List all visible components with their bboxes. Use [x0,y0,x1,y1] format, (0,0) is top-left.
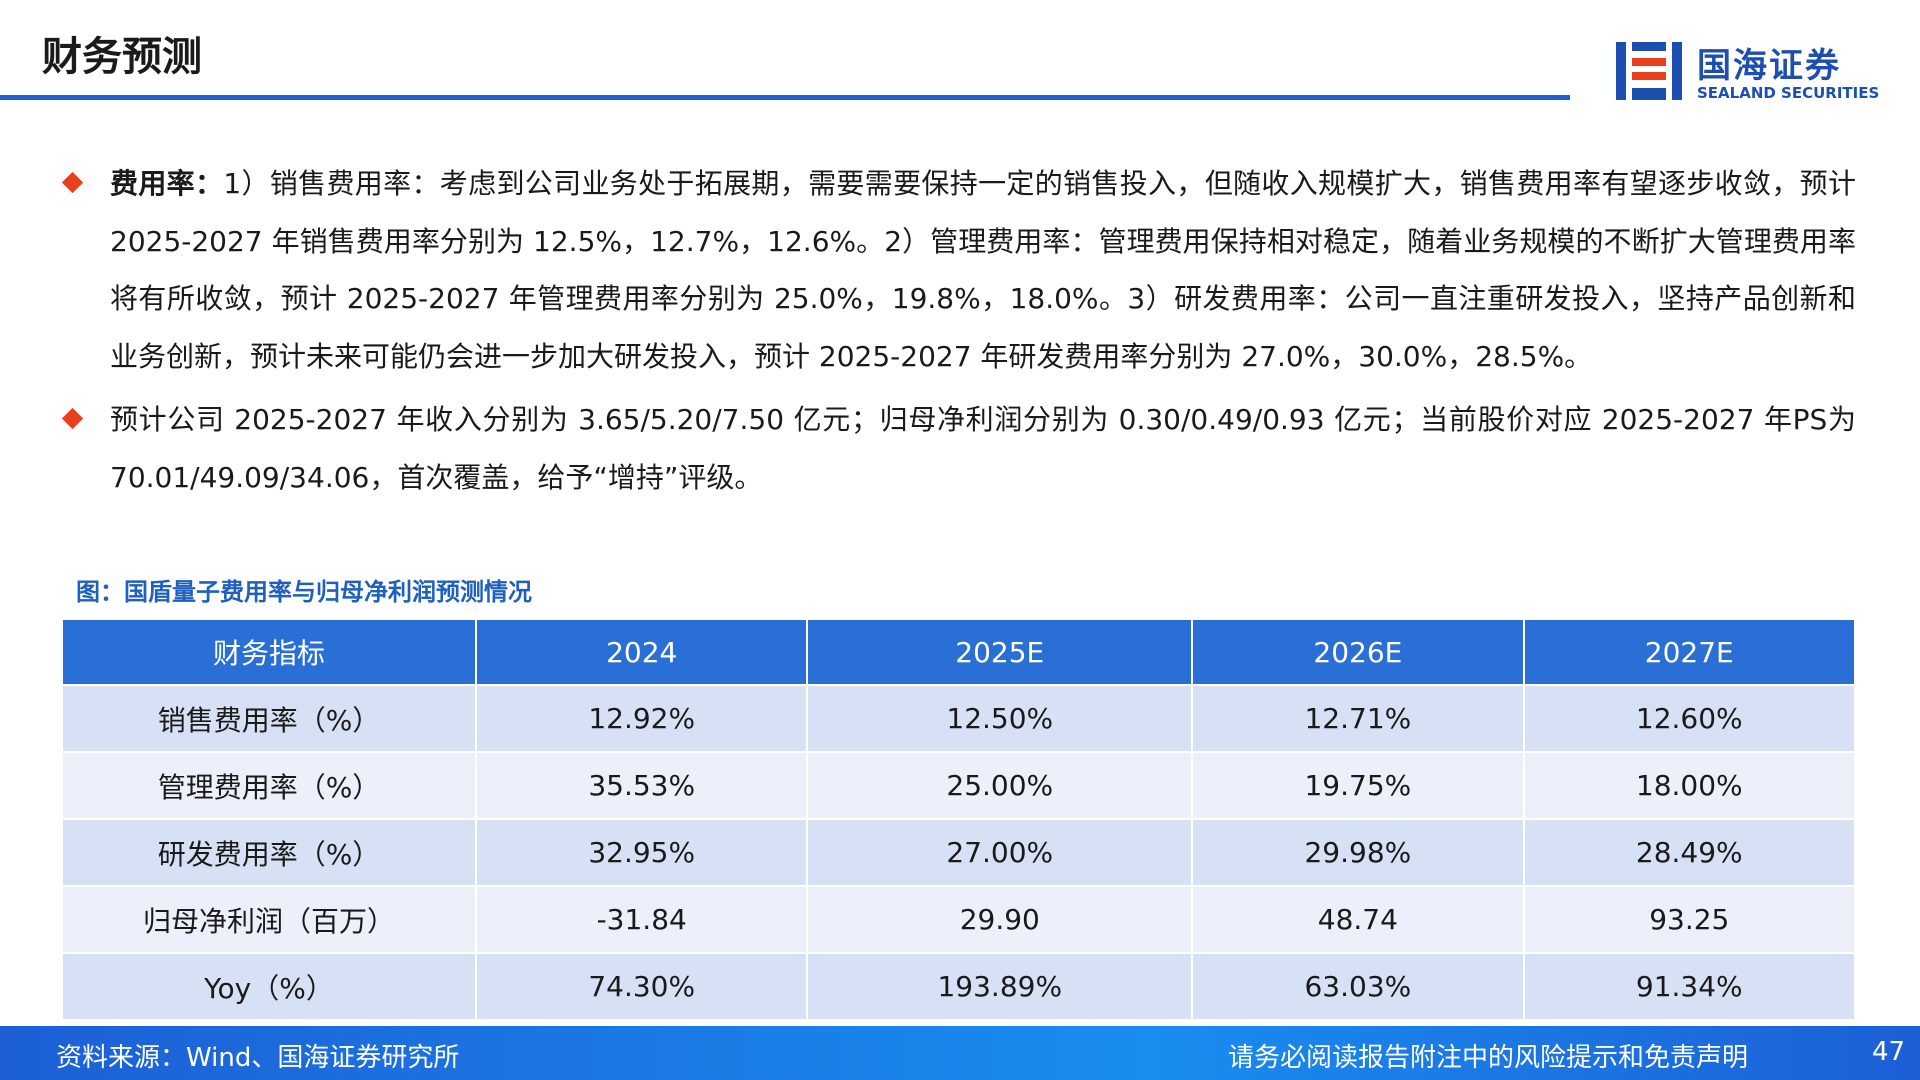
table-cell: 48.74 [1191,885,1525,954]
table-row: 销售费用率（%） 12.92% 12.50% 12.71% 12.60% [61,684,1857,753]
bullet-text: 预计公司 2025-2027 年收入分别为 3.65/5.20/7.50 亿元；… [110,403,1856,494]
row-label: 研发费用率（%） [61,818,477,887]
bullet: 费用率：1）销售费用率：考虑到公司业务处于拓展期，需要需要保持一定的销售投入，但… [110,155,1856,385]
table-row: 研发费用率（%） 32.95% 27.00% 29.98% 28.49% [61,818,1857,887]
table-cell: 35.53% [474,751,809,820]
table-row: 归母净利润（百万） -31.84 29.90 48.74 93.25 [61,885,1857,954]
logo-name: 国海证券 [1697,46,1841,86]
table-cell: 12.60% [1522,684,1857,753]
table-body: 销售费用率（%） 12.92% 12.50% 12.71% 12.60% 管理费用率（%）… [61,684,1857,1021]
table-cell: -31.84 [474,885,809,954]
page-number: 47 [1872,1037,1906,1067]
row-label: 归母净利润（百万） [61,885,477,954]
table-cell: 25.00% [806,751,1194,820]
table-cell: 63.03% [1191,952,1525,1021]
logo-icon [1616,42,1682,100]
figure-caption: 图：国盾量子费用率与归母净利润预测情况 [76,578,532,606]
bullet-list: 费用率：1）销售费用率：考虑到公司业务处于拓展期，需要需要保持一定的销售投入，但… [110,155,1856,512]
header-cell: 2026E [1191,618,1525,686]
header-row: 财务指标 2024 2025E 2026E 2027E [61,618,1857,686]
row-label: 管理费用率（%） [61,751,477,820]
table-cell: 12.50% [806,684,1194,753]
row-label: 销售费用率（%） [61,684,477,753]
title-rule [0,95,1570,100]
table-cell: 74.30% [474,952,809,1021]
table-cell: 27.00% [806,818,1194,887]
row-label: Yoy（%） [61,952,477,1021]
table-cell: 12.71% [1191,684,1525,753]
bullet-text: 1）销售费用率：考虑到公司业务处于拓展期，需要需要保持一定的销售投入，但随收入规… [110,167,1856,373]
disclaimer: 请务必阅读报告附注中的风险提示和免责声明 [1228,1043,1749,1073]
logo-english: SEALAND SECURITIES [1697,84,1880,102]
forecast-table: 财务指标 2024 2025E 2026E 2027E 销售费用率（%） 12.92% 12… [61,618,1857,1021]
table-cell: 193.89% [806,952,1194,1021]
table-cell: 12.92% [474,684,809,753]
header-cell: 财务指标 [61,618,477,686]
table-cell: 29.90 [806,885,1194,954]
slide-title: 财务预测 [42,34,202,80]
table-row: Yoy（%） 74.30% 193.89% 63.03% 91.34% [61,952,1857,1021]
bullet: 预计公司 2025-2027 年收入分别为 3.65/5.20/7.50 亿元；… [110,391,1856,506]
bullet-lead: 费用率： [110,167,224,200]
footer: 资料来源：Wind、国海证券研究所 请务必阅读报告附注中的风险提示和免责声明 4… [0,1026,1920,1080]
table-cell: 28.49% [1522,818,1857,887]
table-cell: 91.34% [1522,952,1857,1021]
header-cell: 2024 [474,618,809,686]
header-cell: 2027E [1522,618,1857,686]
table-cell: 29.98% [1191,818,1525,887]
logo: 国海证券 SEALAND SECURITIES [1612,36,1882,106]
table-cell: 18.00% [1522,751,1857,820]
header-cell: 2025E [806,618,1194,686]
table-cell: 32.95% [474,818,809,887]
source: 资料来源：Wind、国海证券研究所 [56,1043,460,1073]
table-cell: 93.25 [1522,885,1857,954]
table-row: 管理费用率（%） 35.53% 25.00% 19.75% 18.00% [61,751,1857,820]
table-cell: 19.75% [1191,751,1525,820]
